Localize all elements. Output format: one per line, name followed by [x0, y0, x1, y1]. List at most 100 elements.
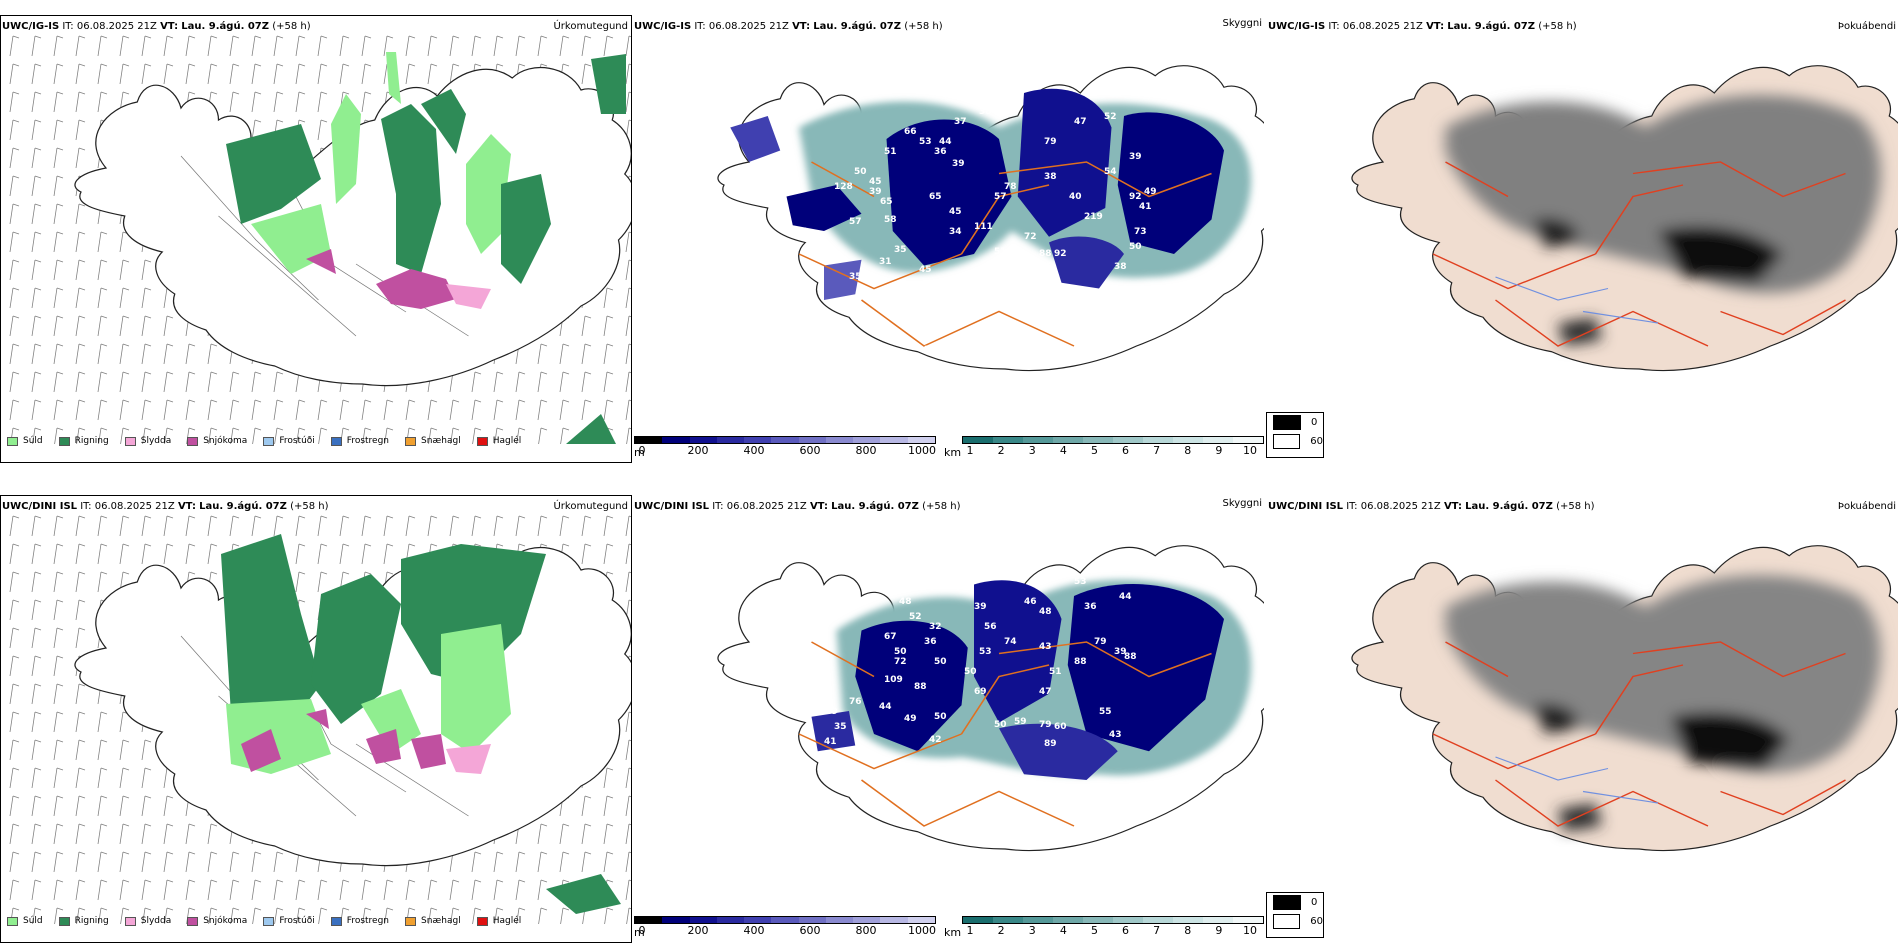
legend-item-sud: Súld — [7, 436, 43, 446]
legend-item-snaehagl: Snæhagl — [405, 436, 461, 446]
cb-value: 47 — [1029, 577, 1042, 587]
cb-value: 34 — [949, 227, 962, 237]
cb-value: 55 — [1099, 707, 1112, 717]
visibility-map-row2: 37 47 53 44 48 39 46 36 52 32 48 56 79 3… — [717, 545, 1264, 872]
legend-item-slydda: Slydda — [124, 436, 171, 446]
precip-legend-row1: Súld Rigning Slydda Snjókoma Frostúði Fr… — [7, 436, 537, 446]
cb-value: 58 — [884, 215, 897, 225]
panel-header-visibility-row2: UWC/DINI ISL IT: 06.08.2025 21Z VT: Lau.… — [634, 501, 961, 512]
cb-value: 50 — [994, 720, 1007, 730]
cb-value: 65 — [929, 192, 942, 202]
cb-value: 92 — [1129, 192, 1142, 202]
scale-tick-label: 4 — [1059, 444, 1067, 457]
scale-swatch — [1173, 437, 1203, 443]
scale-swatch — [1203, 437, 1233, 443]
cb-value: 32 — [929, 622, 942, 632]
fog-field — [1445, 575, 1881, 832]
cb-value: 47 — [1039, 687, 1052, 697]
visibility-unit-row1: km — [944, 446, 962, 459]
scale-swatch — [1113, 437, 1143, 443]
cb-value: 92 — [1054, 249, 1067, 259]
cb-value: 42 — [929, 735, 942, 745]
precip-snow-areas — [241, 709, 491, 774]
precip-legend-row2: Súld Rigning Slydda Snjókoma Frostúði Fr… — [7, 916, 537, 926]
precip-type-title-row2: Úrkomutegund — [553, 501, 628, 512]
scale-swatch — [963, 437, 993, 443]
cb-value: 51 — [884, 147, 897, 157]
cb-value: 88 — [1124, 652, 1137, 662]
cb-value: 79 — [1044, 137, 1057, 147]
scale-tick-label: 200 — [687, 444, 709, 457]
precip-type-title-row1: Úrkomutegund — [553, 21, 628, 32]
scale-tick-label: 3 — [1028, 924, 1036, 937]
cb-value: 79 — [1094, 637, 1107, 647]
cb-value: 66 — [904, 127, 917, 137]
legend-item-frostudi: Frostúði — [263, 436, 315, 446]
cb-value: 45 — [949, 207, 962, 217]
cb-value: 240 — [904, 299, 923, 309]
cb-value: 78 — [1004, 182, 1017, 192]
cb-value: 53 — [1074, 577, 1087, 587]
legend-item-sud: Súld — [7, 916, 43, 926]
scale-tick-label: 7 — [1153, 444, 1161, 457]
cb-value: 57 — [849, 217, 862, 227]
cb-value: 88 — [914, 682, 927, 692]
precip-rain-areas — [226, 52, 626, 444]
scale-tick-label: 400 — [743, 444, 765, 457]
cb-value: 89 — [1044, 739, 1057, 749]
cb-value: 128 — [834, 182, 853, 192]
cloud-base-scale-row1: 0 200 400 600 800 1000 — [634, 436, 936, 457]
precip-type-map-row2: Súld Rigning Slydda Snjókoma Frostúði Fr… — [0, 495, 632, 943]
cb-value: 79 — [1039, 720, 1052, 730]
cb-value: 49 — [689, 137, 702, 147]
scale-swatch — [853, 917, 881, 923]
fog-key-item: 0 — [1267, 893, 1323, 912]
cb-value: 43 — [1109, 730, 1122, 740]
scale-tick-label: 200 — [687, 924, 709, 937]
cb-value: 69 — [974, 687, 987, 697]
scale-swatch — [744, 917, 772, 923]
scale-swatch — [662, 437, 690, 443]
scale-swatch — [1083, 917, 1113, 923]
scale-tick-label: 0 — [638, 444, 646, 457]
visibility-scale-row2: 1 2 3 4 5 6 7 8 9 10 — [962, 916, 1264, 937]
cb-value: 104 — [766, 343, 785, 353]
scale-tick-label: 3 — [1028, 444, 1036, 457]
scale-swatch — [907, 917, 935, 923]
cb-value: 72 — [894, 657, 907, 667]
cb-value: 51 — [1049, 667, 1062, 677]
scale-tick-label: 10 — [1243, 924, 1257, 937]
cb-value: 52 — [1104, 112, 1117, 122]
cb-value: 246 — [779, 607, 798, 617]
scale-tick-label: 9 — [1215, 924, 1223, 937]
cb-value: 56 — [779, 242, 792, 252]
scale-tick-label: 800 — [855, 444, 877, 457]
fog-map-row2 — [1351, 545, 1898, 852]
scale-tick-label: 1 — [966, 924, 974, 937]
cloud-base-values-row1: 66 53 37 38 47 52 50 51 44 79 39 36 38 3… — [689, 107, 1157, 355]
fog-title-row2: Þokuábendi — [1837, 501, 1896, 512]
scale-tick-label: 2 — [997, 924, 1005, 937]
scale-swatch — [825, 917, 854, 923]
cb-value: 46 — [1024, 597, 1037, 607]
scale-swatch — [1173, 917, 1203, 923]
cb-value: 56 — [984, 622, 997, 632]
cloud-base-unit-row2: m — [634, 926, 645, 939]
scale-swatch — [689, 917, 717, 923]
cb-value: 41 — [824, 737, 837, 747]
scale-swatch — [1023, 437, 1053, 443]
scale-tick-label: 1000 — [908, 444, 936, 457]
cb-value: 50 — [934, 712, 947, 722]
legend-item-rigning: Rigning — [58, 916, 109, 926]
precip-type-map-canvas-row2 — [1, 514, 631, 924]
panel-header-precip-row1: UWC/IG-IS IT: 06.08.2025 21Z VT: Lau. 9.… — [2, 21, 311, 32]
scale-swatch — [1113, 917, 1143, 923]
fog-key-item: 0 — [1267, 413, 1323, 432]
cb-value: 53 — [979, 647, 992, 657]
cb-value: 47 — [1074, 117, 1087, 127]
cb-value: 57 — [994, 192, 1007, 202]
cb-value: 37 — [954, 117, 967, 127]
visibility-title-row2: Skyggni — [1222, 498, 1262, 509]
fog-key-row2: 0 60 — [1266, 892, 1324, 938]
legend-item-haglel: Haglél — [476, 436, 521, 446]
